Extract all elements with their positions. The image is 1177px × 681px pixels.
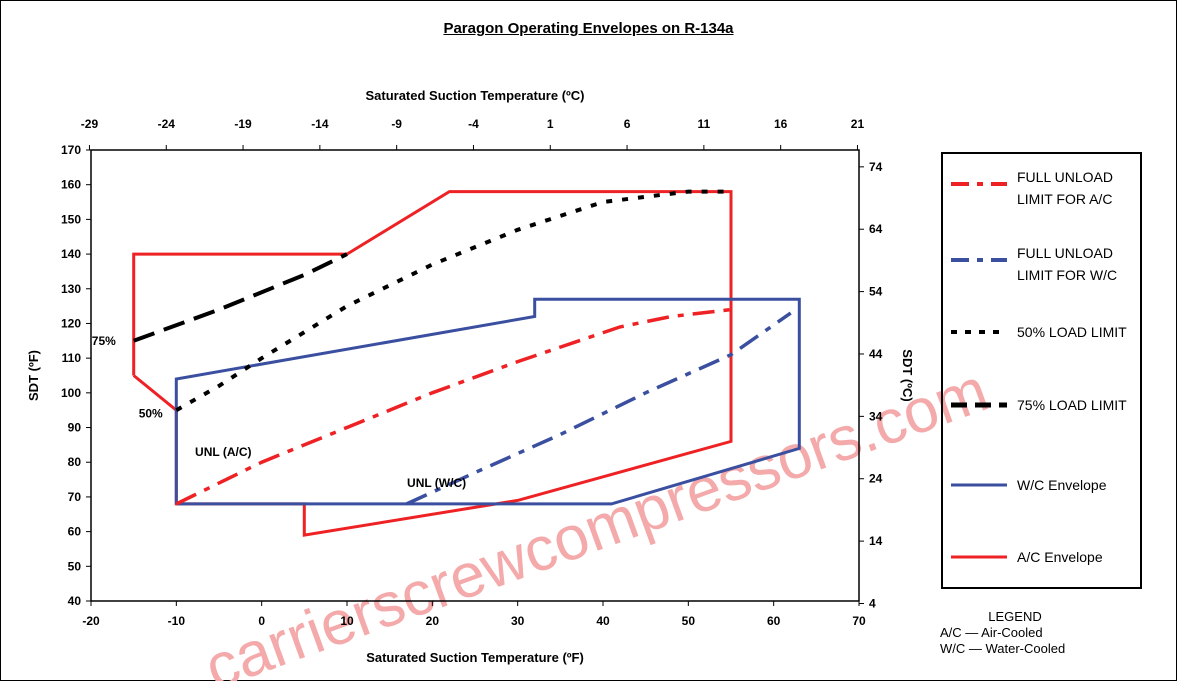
legend-swatch-full-unload-wc xyxy=(951,258,1007,262)
y-tick-label: 120 xyxy=(61,316,81,330)
y-tick-label: 90 xyxy=(68,421,82,435)
x2-tick-label: -29 xyxy=(81,117,99,131)
x-tick-label: 20 xyxy=(426,614,440,628)
legend-swatch-75-load xyxy=(951,402,1007,408)
y2-axis-label: SDT (ºC) xyxy=(900,349,915,401)
series-50-load-limit xyxy=(175,189,731,412)
legend-swatch-wc-envelope xyxy=(951,483,1007,487)
y2-tick-label: 34 xyxy=(869,409,883,423)
x2-tick-label: -14 xyxy=(311,117,329,131)
x-tick-label: 60 xyxy=(767,614,781,628)
legend-label-ac-envelope: A/C Envelope xyxy=(1017,549,1103,565)
y-tick-label: 140 xyxy=(61,247,81,261)
plot-area-border xyxy=(90,149,860,602)
abbreviation-legend-title: LEGEND xyxy=(988,609,1042,624)
x-tick-label: 0 xyxy=(258,614,265,628)
x-axis-label: Saturated Suction Temperature (ºF) xyxy=(366,650,584,665)
series-full-unload-limit-for-w-c xyxy=(405,311,792,506)
legend-item-full-unload-ac: FULL UNLOAD LIMIT FOR A/C xyxy=(951,166,1141,210)
y-tick-label: 170 xyxy=(61,143,81,157)
annotation-unl-w-c: UNL (W/C) xyxy=(407,476,466,490)
x2-tick-label: 21 xyxy=(851,117,865,131)
legend-swatch-full-unload-ac xyxy=(951,182,1007,186)
legend-label-full-unload-wc: FULL UNLOAD LIMIT FOR W/C xyxy=(1017,245,1118,283)
legend-label-75-load: 75% LOAD LIMIT xyxy=(1017,397,1127,413)
abbreviation-ac: A/C — Air-Cooled xyxy=(940,625,1043,640)
y-tick-label: 50 xyxy=(68,559,82,573)
x2-tick-label: -4 xyxy=(468,117,479,131)
series-75-load-limit xyxy=(133,252,348,343)
legend-label-wc-envelope: W/C Envelope xyxy=(1017,477,1107,493)
y2-tick-label: 24 xyxy=(869,472,883,486)
legend-swatch-ac-envelope xyxy=(951,555,1007,559)
y2-tick-label: 4 xyxy=(869,596,876,610)
x-tick-label: 50 xyxy=(682,614,696,628)
abbreviation-legend: LEGEND A/C — Air-Cooled W/C — Water-Cool… xyxy=(940,609,1150,657)
y2-tick-label: 14 xyxy=(869,534,883,548)
annotation-50: 50% xyxy=(139,407,163,421)
x-tick-label: 30 xyxy=(511,614,525,628)
legend-item-wc-envelope: W/C Envelope xyxy=(951,467,1141,511)
y-axis-label: SDT (ºF) xyxy=(26,350,41,401)
x2-tick-label: 11 xyxy=(698,117,711,131)
legend-swatch-50-load xyxy=(951,330,1007,334)
x2-tick-label: -19 xyxy=(234,117,252,131)
x2-tick-label: 16 xyxy=(774,117,788,131)
series-full-unload-limit-for-a-c xyxy=(175,307,732,506)
annotation-75: 75% xyxy=(92,334,116,348)
y2-tick-label: 74 xyxy=(869,160,883,174)
series-w-c-envelope xyxy=(174,297,801,506)
y-tick-label: 160 xyxy=(61,178,81,192)
y-tick-label: 60 xyxy=(68,525,82,539)
abbreviation-wc: W/C — Water-Cooled xyxy=(940,641,1066,656)
legend-item-75-load: 75% LOAD LIMIT xyxy=(951,387,1141,431)
y-tick-label: 70 xyxy=(68,490,82,504)
y-tick-label: 40 xyxy=(68,594,82,608)
y-tick-label: 130 xyxy=(61,282,81,296)
y-tick-label: 100 xyxy=(61,386,81,400)
x-tick-label: -20 xyxy=(82,614,100,628)
annotation-unl-a-c: UNL (A/C) xyxy=(195,445,251,459)
legend-box: FULL UNLOAD LIMIT FOR A/C FULL UNLOAD LI… xyxy=(941,152,1142,589)
legend-label-50-load: 50% LOAD LIMIT xyxy=(1017,324,1127,340)
x2-axis-label: Saturated Suction Temperature (ºC) xyxy=(365,88,584,103)
legend-item-ac-envelope: A/C Envelope xyxy=(951,539,1141,583)
x-tick-label: 40 xyxy=(596,614,610,628)
x2-tick-label: 1 xyxy=(547,117,554,131)
x2-tick-label: -24 xyxy=(158,117,176,131)
x-tick-label: -10 xyxy=(168,614,186,628)
legend-item-50-load: 50% LOAD LIMIT xyxy=(951,314,1141,358)
x-tick-label: 70 xyxy=(852,614,866,628)
chart-title: Paragon Operating Envelopes on R-134a xyxy=(443,20,734,37)
y2-tick-label: 64 xyxy=(869,222,883,236)
x2-tick-label: 6 xyxy=(624,117,631,131)
x2-tick-label: -9 xyxy=(391,117,402,131)
y-tick-label: 150 xyxy=(61,212,81,226)
y2-tick-label: 44 xyxy=(869,347,883,361)
y-tick-label: 80 xyxy=(68,455,82,469)
y-tick-label: 110 xyxy=(62,351,82,365)
legend-label-full-unload-ac: FULL UNLOAD LIMIT FOR A/C xyxy=(1017,169,1113,207)
watermark-text: carrierscrewcompressors.com xyxy=(196,356,997,681)
x-tick-label: 10 xyxy=(340,614,354,628)
legend-item-full-unload-wc: FULL UNLOAD LIMIT FOR W/C xyxy=(951,242,1141,286)
y2-tick-label: 54 xyxy=(869,285,883,299)
